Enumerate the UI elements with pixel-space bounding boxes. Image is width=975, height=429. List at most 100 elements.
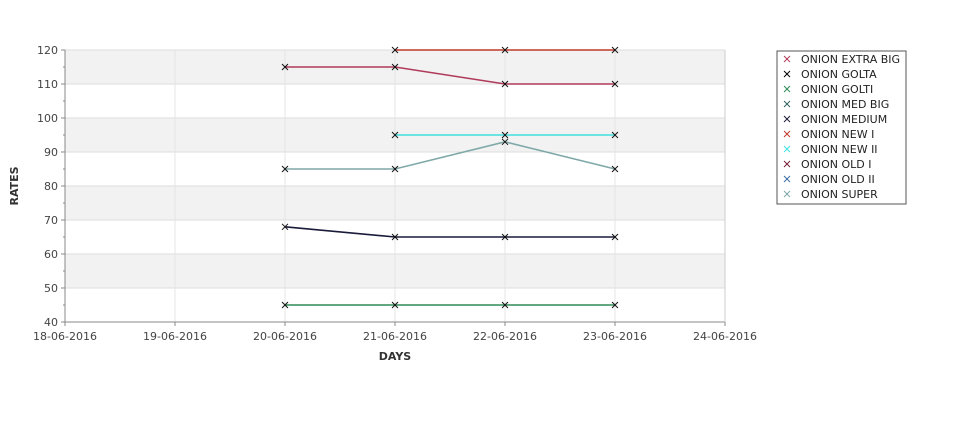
x-tick-label: 21-06-2016 — [363, 330, 427, 343]
legend: ONION EXTRA BIG ONION GOLTA ONION GOLTI ONI… — [776, 50, 907, 205]
series-onion-new-i — [391, 46, 619, 54]
legend-marker-icon — [783, 145, 791, 153]
marker-stroke — [783, 100, 791, 108]
marker-stroke — [281, 63, 289, 71]
legend-marker-icon — [783, 130, 791, 138]
y-tick-label: 90 — [44, 146, 58, 159]
data-point — [501, 80, 509, 88]
legend-marker-icon — [783, 55, 791, 63]
legend-marker-icon — [783, 85, 791, 93]
y-axis-title: RATES — [8, 166, 21, 205]
data-point — [611, 131, 619, 139]
series-line — [285, 66, 615, 85]
marker-stroke — [501, 138, 509, 146]
y-tick-label: 50 — [44, 282, 58, 295]
data-point — [281, 165, 289, 173]
legend-label: ONION SUPER — [801, 188, 878, 201]
x-tick-label: 24-06-2016 — [693, 330, 757, 343]
x-axis-title: DAYS — [379, 350, 412, 363]
legend-item: ONION MED BIG — [783, 98, 889, 111]
marker-stroke — [783, 130, 791, 138]
data-point — [611, 233, 619, 241]
marker-stroke — [611, 80, 619, 88]
x-tick-label: 20-06-2016 — [253, 330, 317, 343]
data-point — [501, 138, 509, 146]
marker-stroke — [281, 165, 289, 173]
marker-stroke — [501, 46, 509, 54]
marker-stroke — [783, 70, 791, 78]
marker-stroke — [611, 46, 619, 54]
series-onion-medium — [281, 223, 619, 241]
legend-label: ONION EXTRA BIG — [801, 53, 900, 66]
legend-marker-icon — [783, 100, 791, 108]
marker-stroke — [391, 301, 399, 309]
legend-box — [776, 50, 907, 205]
data-point — [611, 46, 619, 54]
x-axis-ticks: 18-06-2016 19-06-2016 20-06-2016 21-06-2016… — [33, 322, 757, 343]
x-tick-label: 22-06-2016 — [473, 330, 537, 343]
data-point — [281, 223, 289, 231]
legend-item: ONION GOLTA — [783, 68, 877, 81]
marker-stroke — [783, 145, 791, 153]
legend-marker-icon — [783, 160, 791, 168]
series-onion-extra-big — [281, 63, 619, 88]
marker-stroke — [611, 301, 619, 309]
data-point — [611, 301, 619, 309]
data-point — [611, 80, 619, 88]
legend-item: ONION SUPER — [783, 188, 878, 201]
y-tick-label: 80 — [44, 180, 58, 193]
y-tick-label: 40 — [44, 316, 58, 329]
series-line — [285, 140, 616, 170]
marker-stroke — [783, 190, 791, 198]
marker-stroke — [391, 63, 399, 71]
data-point — [391, 63, 399, 71]
data-point — [501, 131, 509, 139]
series-onion-new-ii — [391, 131, 619, 139]
legend-label: ONION OLD II — [801, 173, 875, 186]
legend-label: ONION GOLTA — [801, 68, 877, 81]
series-line — [284, 226, 615, 238]
legend-label: ONION MEDIUM — [801, 113, 887, 126]
data-point — [391, 301, 399, 309]
data-point — [281, 63, 289, 71]
legend-item: ONION EXTRA BIG — [783, 53, 900, 66]
legend-label: ONION NEW I — [801, 128, 874, 141]
series-onion-golti — [281, 301, 619, 309]
marker-stroke — [611, 165, 619, 173]
legend-item: ONION NEW I — [783, 128, 874, 141]
marker-stroke — [783, 160, 791, 168]
marker-stroke — [501, 301, 509, 309]
marker-stroke — [783, 175, 791, 183]
legend-item: ONION OLD I — [783, 158, 872, 171]
legend-label: ONION GOLTI — [801, 83, 873, 96]
x-tick-label: 18-06-2016 — [33, 330, 97, 343]
marker-stroke — [783, 55, 791, 63]
marker-stroke — [501, 80, 509, 88]
marker-stroke — [783, 85, 791, 93]
y-tick-label: 70 — [44, 214, 58, 227]
y-tick-label: 100 — [37, 112, 58, 125]
marker-stroke — [501, 131, 509, 139]
marker-stroke — [391, 131, 399, 139]
series-onion-super — [281, 138, 619, 173]
data-point — [391, 131, 399, 139]
x-tick-label: 23-06-2016 — [583, 330, 647, 343]
legend-marker-icon — [783, 115, 791, 123]
y-axis-ticks: 40 50 60 70 80 90 100 110 120 — [37, 44, 65, 329]
legend-item: ONION MEDIUM — [783, 113, 887, 126]
series-lines — [281, 46, 619, 309]
legend-label: ONION MED BIG — [801, 98, 889, 111]
marker-stroke — [281, 223, 289, 231]
data-point — [611, 165, 619, 173]
legend-item: ONION OLD II — [783, 173, 875, 186]
marker-stroke — [281, 301, 289, 309]
x-tick-label: 19-06-2016 — [143, 330, 207, 343]
data-point — [501, 301, 509, 309]
data-point — [391, 46, 399, 54]
legend-marker-icon — [783, 175, 791, 183]
marker-stroke — [391, 233, 399, 241]
legend-marker-icon — [783, 190, 791, 198]
legend-label: ONION NEW II — [801, 143, 878, 156]
marker-stroke — [783, 115, 791, 123]
